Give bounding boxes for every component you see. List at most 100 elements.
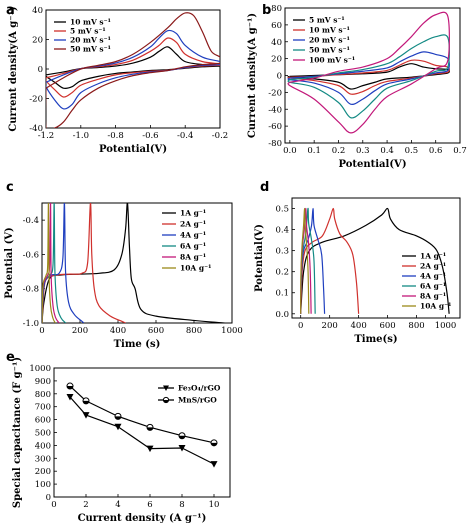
legend-marker <box>163 385 169 391</box>
legend-label: MnS/rGO <box>178 396 217 405</box>
x-tick-label: -0.4 <box>177 131 193 141</box>
y-axis-title: Potential(V) <box>254 224 265 292</box>
panel-letter: b <box>262 3 271 18</box>
data-point <box>114 423 122 431</box>
series-line <box>287 63 450 90</box>
y-tick-label: 0 <box>46 493 51 503</box>
series-line <box>42 203 56 323</box>
y-tick-label: -0.4 <box>23 216 39 226</box>
data-point-fill <box>83 400 89 404</box>
plot-frame <box>41 202 233 324</box>
x-tick-label: 600 <box>379 321 395 331</box>
x-tick-label: 0 <box>51 500 56 510</box>
x-tick-label: 200 <box>322 321 338 331</box>
x-tick-label: 0.3 <box>356 146 370 156</box>
y-tick-label: -20 <box>29 95 43 105</box>
legend-label: 2A g⁻¹ <box>420 262 446 271</box>
y-tick-label: 0.2 <box>275 268 289 278</box>
data-point <box>178 444 186 452</box>
y-tick-label: 300 <box>35 454 51 464</box>
legend-label: 10A g⁻¹ <box>420 302 451 311</box>
legend-marker-fill <box>163 400 169 403</box>
plot-frame <box>291 197 461 319</box>
y-tick-label: -0.6 <box>23 250 39 260</box>
x-tick-label: 0.6 <box>429 146 443 156</box>
data-point-fill <box>115 416 121 420</box>
y-tick-label: 0 <box>277 72 282 82</box>
panel-letter: d <box>260 180 269 195</box>
x-axis-title: Time (s) <box>114 339 161 350</box>
series-line <box>46 12 220 128</box>
y-tick-label: 700 <box>35 403 51 413</box>
panels-root: a-1.2 -1.0 -0.8 -0.6 -0.4 -0.2-40-2002040Pote… <box>4 3 467 524</box>
series-line <box>287 51 450 105</box>
y-tick-label: -40 <box>268 105 282 115</box>
x-tick-label: 0.2 <box>332 146 346 156</box>
x-tick-label: 0.4 <box>380 146 394 156</box>
y-tick-label: 400 <box>35 441 51 451</box>
data-point-fill <box>211 442 217 446</box>
x-tick-label: -1.2 <box>38 131 54 141</box>
series-line <box>69 396 215 465</box>
x-axis-title: Current density (A g⁻¹) <box>78 513 207 524</box>
legend-label: 10A g⁻¹ <box>180 264 211 273</box>
legend-label: 50 mV s⁻¹ <box>309 46 350 55</box>
y-axis-title: Potential (V) <box>4 227 15 299</box>
y-tick-label: 800 <box>35 390 51 400</box>
panel-letter: a <box>6 3 15 18</box>
y-tick-label: 900 <box>35 377 51 387</box>
legend-label: 50 mV s⁻¹ <box>70 45 111 54</box>
y-axis-title: Special capacitance (F g⁻¹) <box>12 357 23 508</box>
y-tick-label: 20 <box>32 36 43 46</box>
chart-panel-c: c 0 200 400 600 800 1000 -1.0 -0.8 -0.6 -0.4 Time (… <box>4 180 243 350</box>
legend-label: 1A g⁻¹ <box>420 252 446 261</box>
x-axis-title: Potential(V) <box>99 144 167 155</box>
x-tick-label: 6 <box>147 500 152 510</box>
y-tick-label: 80 <box>271 4 282 14</box>
y-tick-label: 0.5 <box>275 205 289 215</box>
x-tick-label: 0.5 <box>405 146 419 156</box>
x-tick-label: 0 <box>39 326 44 336</box>
series-line <box>300 207 450 314</box>
y-tick-label: 100 <box>35 480 51 490</box>
legend-label: 4A g⁻¹ <box>180 231 206 240</box>
legend-label: 100 mV s⁻¹ <box>309 56 355 65</box>
series-line <box>287 34 450 119</box>
y-tick-label: -60 <box>268 122 282 132</box>
x-tick-label: 400 <box>110 326 126 336</box>
x-tick-label: -0.2 <box>212 131 228 141</box>
data-point-fill <box>147 427 153 431</box>
y-tick-label: 0 <box>38 65 43 75</box>
series-line <box>300 207 360 314</box>
plot-area <box>300 207 450 314</box>
legend-label: 20 mV s⁻¹ <box>70 36 111 45</box>
series-line <box>69 385 215 444</box>
legend-label: 20 mV s⁻¹ <box>309 36 350 45</box>
chart-panel-a: a -1.2 -1.0 -0.8 -0.6 -0.4 -0.2 -40 -20 0 20 40 Pote… <box>6 3 228 155</box>
series-line <box>300 207 310 314</box>
chart-panel-e: e0 2 4 6 8 1001002003004005006007008009001000… <box>6 350 231 524</box>
x-tick-label: 200 <box>72 326 88 336</box>
x-tick-label: 800 <box>408 321 424 331</box>
y-tick-label: 0.1 <box>275 289 289 299</box>
legend-label: 6A g⁻¹ <box>180 242 206 251</box>
legend-label: 4A g⁻¹ <box>420 272 446 281</box>
legend-label: 6A g⁻¹ <box>420 282 446 291</box>
x-tick-label: 400 <box>351 321 367 331</box>
x-tick-label: 0.0 <box>283 146 297 156</box>
y-tick-label: 40 <box>271 38 282 48</box>
data-point-fill <box>179 435 185 439</box>
x-tick-label: 1000 <box>435 321 457 331</box>
x-tick-label: 0 <box>298 321 303 331</box>
x-tick-label: 800 <box>186 326 202 336</box>
x-tick-label: 8 <box>179 500 184 510</box>
y-tick-label: 500 <box>35 429 51 439</box>
x-tick-label: 0.1 <box>307 146 321 156</box>
y-axis-title: Current density(A g⁻¹) <box>8 6 19 131</box>
chart-panel-d: d 0 200 400 600 800 1000 0.0 0.1 0.2 0.3 0.4 0.5 Time… <box>254 180 461 345</box>
x-axis-title: Time(s) <box>354 334 397 345</box>
x-tick-label: 10 <box>209 500 220 510</box>
legend-label: 1A g⁻¹ <box>180 209 206 218</box>
